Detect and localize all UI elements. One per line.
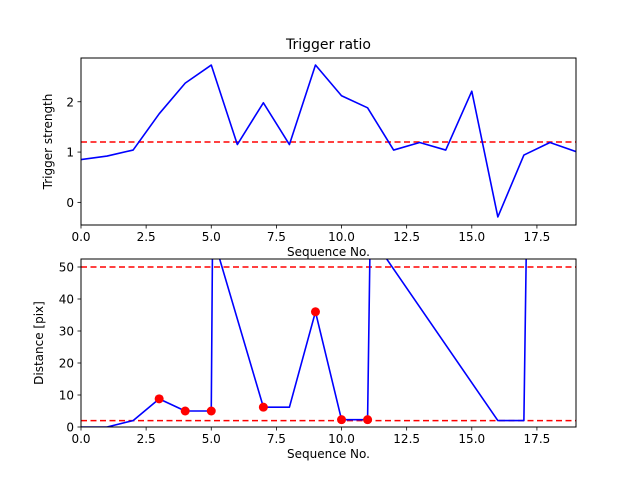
chart2-axes-frame [80, 258, 577, 428]
chart2-x-tick-label: 5.0 [202, 432, 221, 446]
chart2-x-tick-label: 10.0 [328, 432, 355, 446]
chart2-marker-point [206, 406, 216, 416]
chart1-x-tick-label: 12.5 [393, 230, 420, 244]
chart2-marker-point [258, 402, 268, 412]
chart1-x-axis-label: Sequence No. [287, 245, 370, 259]
chart2-marker-point [337, 415, 347, 425]
chart2-x-tick-label: 2.5 [137, 432, 156, 446]
chart1-y-tick-label: 1 [66, 146, 74, 160]
chart2-y-tick-label: 30 [59, 325, 74, 339]
chart1-y-tick-label: 0 [66, 196, 74, 210]
chart2-x-tick-label: 12.5 [393, 432, 420, 446]
chart2-series-line-1 [81, 259, 527, 427]
chart1-x-tick-label: 10.0 [328, 230, 355, 244]
chart2-x-axis-label: Sequence No. [287, 447, 370, 461]
chart2-x-tick-label: 7.5 [267, 432, 286, 446]
chart1-x-tick-label: 0.0 [71, 230, 90, 244]
chart2: 0.0 2.5 5.0 7.5 10.0 12.5 15.0 17.5 0 10 20 30 40 50 S… [32, 258, 577, 461]
chart2-marker-point [180, 406, 190, 416]
chart2-y-tick-label: 20 [59, 357, 74, 371]
chart2-marker-point [154, 394, 164, 404]
chart1-x-tick-label: 5.0 [202, 230, 221, 244]
chart1-x-tick-label: 15.0 [458, 230, 485, 244]
chart2-x-tick-label: 0.0 [71, 432, 90, 446]
chart2-x-tick-label: 17.5 [524, 432, 551, 446]
chart1-x-tick-label: 7.5 [267, 230, 286, 244]
chart1-series-line-1 [81, 64, 576, 218]
chart2-y-tick-label: 40 [59, 293, 74, 307]
chart1: 0.0 2.5 5.0 7.5 10.0 12.5 15.0 17.5 0 1 2 Sequence … [41, 37, 577, 259]
chart1-title: Trigger ratio [285, 37, 371, 53]
chart2-marker-point [363, 415, 373, 425]
chart2-marker-point [310, 307, 320, 317]
chart1-y-tick-label: 2 [66, 95, 74, 109]
chart1-x-tick-label: 2.5 [137, 230, 156, 244]
chart1-y-axis-label: Trigger strength [41, 94, 55, 191]
chart2-x-tick-label: 15.0 [458, 432, 485, 446]
chart1-axes-frame [80, 57, 577, 226]
chart2-y-tick-label: 0 [66, 421, 74, 435]
chart2-y-tick-label: 10 [59, 389, 74, 403]
chart1-x-tick-label: 17.5 [524, 230, 551, 244]
chart2-y-axis-label: Distance [pix] [32, 301, 46, 385]
chart2-y-tick-label: 50 [59, 261, 74, 275]
